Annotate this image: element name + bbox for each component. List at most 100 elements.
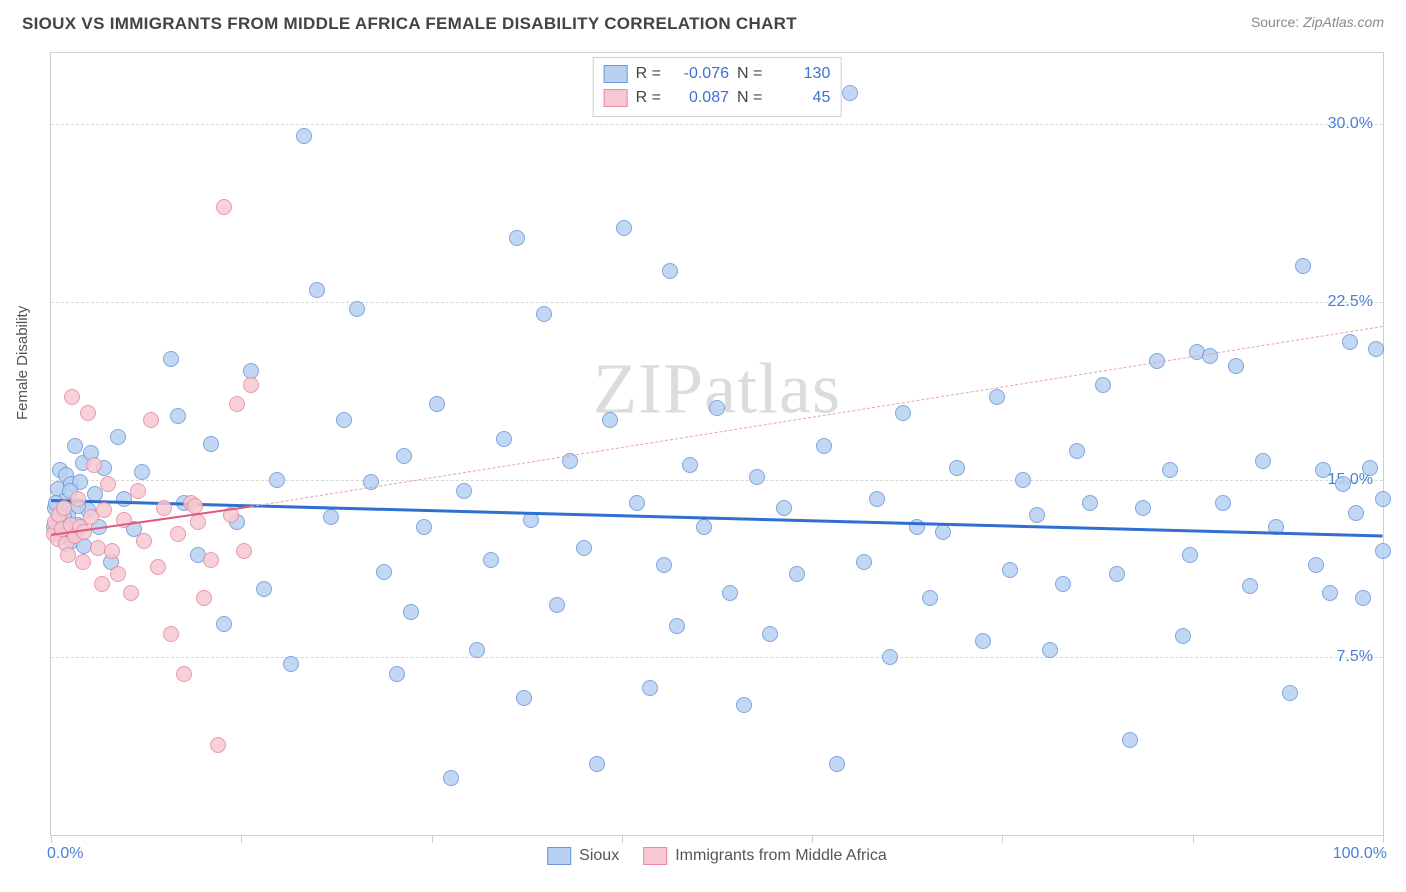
data-point bbox=[1255, 453, 1271, 469]
data-point bbox=[629, 495, 645, 511]
data-point bbox=[1182, 547, 1198, 563]
data-point bbox=[396, 448, 412, 464]
data-point bbox=[70, 491, 86, 507]
data-point bbox=[216, 199, 232, 215]
data-point bbox=[75, 554, 91, 570]
scatter-chart: ZIPatlas R = -0.076 N = 130 R = 0.087 N … bbox=[50, 52, 1384, 836]
data-point bbox=[1362, 460, 1378, 476]
data-point bbox=[1055, 576, 1071, 592]
data-point bbox=[196, 590, 212, 606]
data-point bbox=[1095, 377, 1111, 393]
data-point bbox=[1122, 732, 1138, 748]
data-point bbox=[156, 500, 172, 516]
data-point bbox=[64, 389, 80, 405]
data-point bbox=[656, 557, 672, 573]
data-point bbox=[1175, 628, 1191, 644]
data-point bbox=[376, 564, 392, 580]
chart-title: SIOUX VS IMMIGRANTS FROM MIDDLE AFRICA F… bbox=[22, 14, 797, 34]
data-point bbox=[323, 509, 339, 525]
data-point bbox=[67, 438, 83, 454]
data-point bbox=[1002, 562, 1018, 578]
data-point bbox=[163, 626, 179, 642]
data-point bbox=[389, 666, 405, 682]
correlation-row: R = 0.087 N = 45 bbox=[604, 86, 831, 110]
data-point bbox=[882, 649, 898, 665]
data-point bbox=[975, 633, 991, 649]
data-point bbox=[669, 618, 685, 634]
data-point bbox=[243, 377, 259, 393]
data-point bbox=[935, 524, 951, 540]
data-point bbox=[549, 597, 565, 613]
n-label: N = bbox=[737, 62, 762, 86]
x-tick bbox=[241, 835, 242, 843]
data-point bbox=[236, 543, 252, 559]
x-tick bbox=[622, 835, 623, 843]
data-point bbox=[309, 282, 325, 298]
legend-swatch bbox=[547, 847, 571, 865]
gridline bbox=[51, 124, 1383, 125]
correlation-row: R = -0.076 N = 130 bbox=[604, 62, 831, 86]
data-point bbox=[110, 566, 126, 582]
x-tick bbox=[51, 835, 52, 843]
data-point bbox=[456, 483, 472, 499]
data-point bbox=[722, 585, 738, 601]
data-point bbox=[816, 438, 832, 454]
data-point bbox=[922, 590, 938, 606]
data-point bbox=[1375, 543, 1391, 559]
data-point bbox=[1069, 443, 1085, 459]
correlation-legend: R = -0.076 N = 130 R = 0.087 N = 45 bbox=[593, 57, 842, 117]
data-point bbox=[469, 642, 485, 658]
data-point bbox=[989, 389, 1005, 405]
data-point bbox=[1342, 334, 1358, 350]
y-axis-label: Female Disability bbox=[14, 306, 31, 420]
data-point bbox=[429, 396, 445, 412]
gridline bbox=[51, 480, 1383, 481]
data-point bbox=[1228, 358, 1244, 374]
legend-item: Sioux bbox=[547, 847, 619, 865]
y-tick-label: 30.0% bbox=[1328, 115, 1373, 133]
data-point bbox=[856, 554, 872, 570]
x-tick bbox=[1002, 835, 1003, 843]
data-point bbox=[143, 412, 159, 428]
data-point bbox=[336, 412, 352, 428]
data-point bbox=[696, 519, 712, 535]
data-point bbox=[256, 581, 272, 597]
data-point bbox=[496, 431, 512, 447]
data-point bbox=[1335, 476, 1351, 492]
chart-source: Source: ZipAtlas.com bbox=[1251, 14, 1384, 30]
data-point bbox=[869, 491, 885, 507]
data-point bbox=[749, 469, 765, 485]
data-point bbox=[642, 680, 658, 696]
legend-label: Immigrants from Middle Africa bbox=[675, 847, 887, 865]
x-tick bbox=[812, 835, 813, 843]
data-point bbox=[1348, 505, 1364, 521]
data-point bbox=[1308, 557, 1324, 573]
data-point bbox=[1215, 495, 1231, 511]
trend-line bbox=[51, 499, 1383, 538]
data-point bbox=[94, 576, 110, 592]
data-point bbox=[283, 656, 299, 672]
data-point bbox=[1202, 348, 1218, 364]
data-point bbox=[416, 519, 432, 535]
x-tick bbox=[432, 835, 433, 843]
gridline bbox=[51, 657, 1383, 658]
data-point bbox=[90, 540, 106, 556]
data-point bbox=[150, 559, 166, 575]
series-legend: Sioux Immigrants from Middle Africa bbox=[547, 847, 887, 865]
data-point bbox=[216, 616, 232, 632]
legend-item: Immigrants from Middle Africa bbox=[643, 847, 887, 865]
legend-swatch bbox=[604, 89, 628, 107]
data-point bbox=[86, 457, 102, 473]
data-point bbox=[1029, 507, 1045, 523]
x-axis-max-label: 100.0% bbox=[1333, 845, 1387, 863]
data-point bbox=[296, 128, 312, 144]
r-value: 0.087 bbox=[669, 86, 729, 110]
source-value: ZipAtlas.com bbox=[1303, 14, 1384, 30]
data-point bbox=[1355, 590, 1371, 606]
data-point bbox=[1242, 578, 1258, 594]
gridline bbox=[51, 302, 1383, 303]
data-point bbox=[1368, 341, 1384, 357]
data-point bbox=[1109, 566, 1125, 582]
data-point bbox=[130, 483, 146, 499]
data-point bbox=[616, 220, 632, 236]
